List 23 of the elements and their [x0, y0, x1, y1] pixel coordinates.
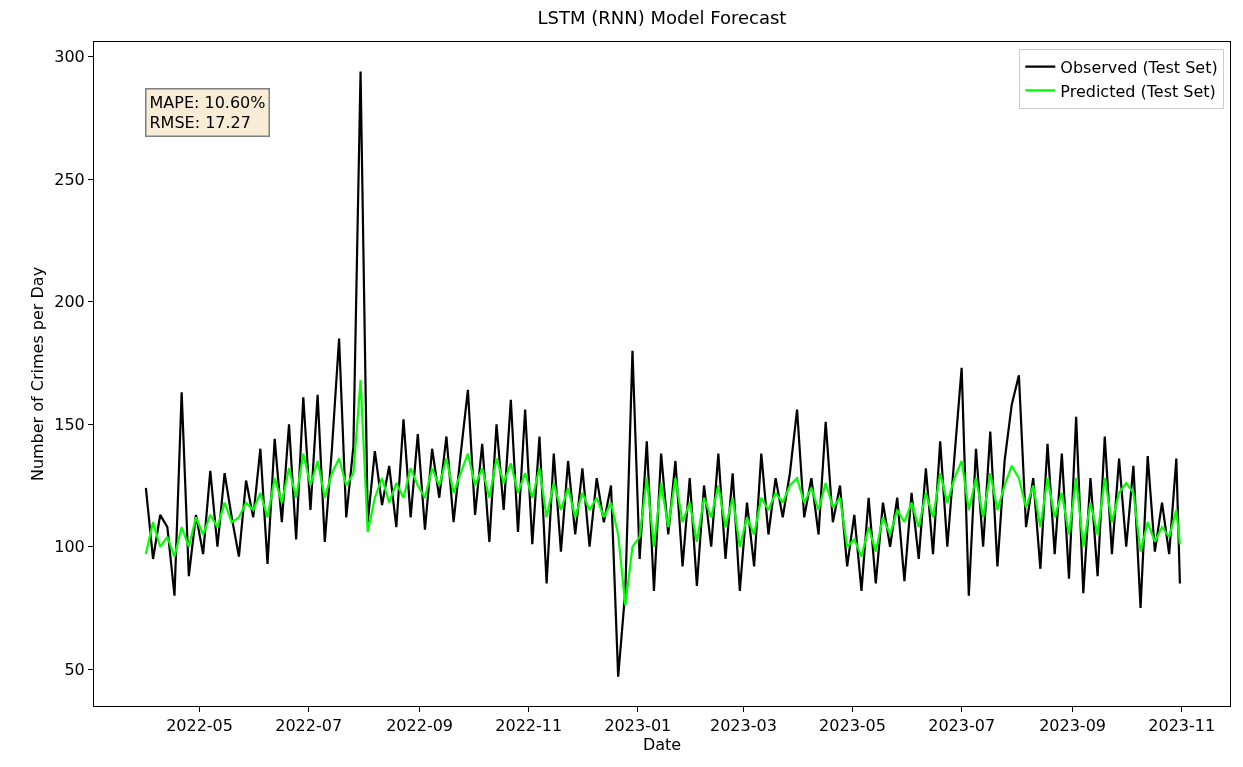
x-tick-label: 2022-11 — [495, 716, 563, 736]
line-series — [144, 379, 1182, 607]
x-tick-label: 2023-05 — [819, 716, 886, 736]
y-tick-label: 200 — [54, 292, 85, 312]
chart-title: LSTM (RNN) Model Forecast — [537, 7, 787, 29]
x-tick-label: 2023-01 — [604, 716, 672, 736]
x-axis-title: Date — [642, 735, 682, 755]
y-axis-title: Number of Crimes per Day — [28, 266, 48, 482]
y-tick-label: 150 — [54, 414, 85, 434]
legend-label: Observed (Test Set) — [1060, 57, 1218, 77]
x-tick-label: 2023-03 — [709, 716, 777, 736]
x-tick-label: 2022-07 — [275, 716, 343, 736]
y-tick-label: 100 — [54, 537, 85, 557]
x-tick-label: 2023-11 — [1148, 716, 1216, 736]
x-tick-label: 2022-09 — [386, 716, 454, 736]
x-tick-label: 2023-09 — [1039, 716, 1106, 736]
x-tick-label: 2022-05 — [166, 716, 233, 736]
annotation: MAPE: 10.60% RMSE: 17.27 — [149, 92, 266, 133]
legend-label: Predicted (Test Set) — [1060, 81, 1216, 101]
y-tick-label: 300 — [54, 47, 85, 67]
y-tick-label: 50 — [64, 659, 85, 679]
x-tick-label: 2023-07 — [928, 716, 996, 736]
y-tick-label: 250 — [54, 169, 85, 189]
